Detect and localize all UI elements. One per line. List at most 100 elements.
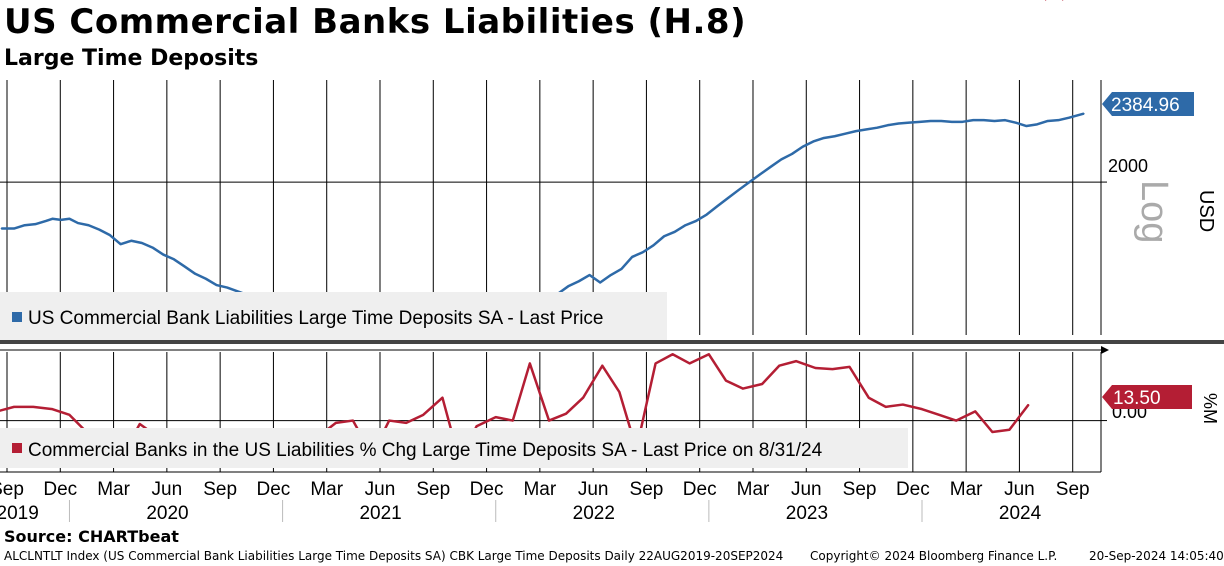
bottom-series-point xyxy=(475,425,478,427)
bottom-series-point xyxy=(1008,429,1011,431)
top-series-point xyxy=(1025,125,1028,127)
x-month-label: Jun xyxy=(791,479,822,500)
top-series-point xyxy=(1083,112,1085,115)
bottom-series-point xyxy=(778,365,780,367)
bottom-series-point xyxy=(708,353,710,355)
bottom-legend-box xyxy=(0,428,908,468)
top-series-point xyxy=(897,122,900,125)
x-month-label: Jun xyxy=(365,479,396,500)
x-year-label: 2019 xyxy=(0,503,39,524)
top-series-point xyxy=(834,135,836,137)
x-year-label: 2022 xyxy=(573,503,615,524)
bottom-unit-label: %M xyxy=(1200,393,1220,424)
top-series-point xyxy=(812,140,814,143)
bottom-series-point xyxy=(938,414,940,416)
x-month-label: Dec xyxy=(257,479,291,500)
x-month-label: Dec xyxy=(470,479,504,500)
bottom-series-point xyxy=(848,366,851,368)
top-series-point xyxy=(1015,122,1017,124)
bottom-legend-text: Commercial Banks in the US Liabilities %… xyxy=(28,440,823,461)
top-series-point xyxy=(748,181,750,183)
top-series-point xyxy=(120,243,122,245)
x-year-label: 2020 xyxy=(146,503,188,524)
bottom-axis-arrow xyxy=(1101,346,1109,354)
top-series-point xyxy=(151,247,154,249)
footer-ticker: ALCLNTLT Index (US Commercial Bank Liabi… xyxy=(4,549,784,563)
top-series-point xyxy=(802,146,804,148)
chart-subtitle: Large Time Deposits xyxy=(4,46,259,71)
bottom-series-point xyxy=(565,413,567,415)
top-series-point xyxy=(588,274,591,276)
top-legend-text: US Commercial Bank Liabilities Large Tim… xyxy=(28,308,604,329)
top-series-point xyxy=(183,265,186,268)
footer-timestamp: 20-Sep-2024 14:05:40 xyxy=(1089,549,1224,563)
bottom-series-point xyxy=(388,419,390,422)
top-series-point xyxy=(865,128,868,130)
top-series-point xyxy=(1036,123,1038,125)
bottom-series-point xyxy=(352,419,354,422)
top-series-point xyxy=(940,120,942,122)
top-legend-box xyxy=(0,292,667,340)
bottom-last-value-badge xyxy=(1102,385,1192,409)
top-series-point xyxy=(141,242,143,244)
top-series-point xyxy=(215,284,218,286)
top-series-point xyxy=(716,205,718,207)
top-series-point xyxy=(642,251,644,253)
bottom-series-point xyxy=(139,423,141,425)
bottom-series-point xyxy=(582,397,584,399)
x-year-label: 2021 xyxy=(359,503,401,524)
bottom-series-point xyxy=(902,403,904,406)
top-series-point xyxy=(45,220,47,222)
top-series-point xyxy=(1004,119,1006,121)
top-series-point xyxy=(620,268,623,270)
log-scale-label: Log xyxy=(1133,180,1175,243)
top-series-point xyxy=(993,120,996,122)
x-month-label: Jun xyxy=(1004,479,1035,500)
top-unit-label: USD xyxy=(1195,190,1217,232)
top-series-point xyxy=(983,119,985,121)
top-series-point xyxy=(77,222,79,224)
top-series-point xyxy=(1068,117,1070,119)
bottom-series-point xyxy=(921,408,923,410)
top-series-point xyxy=(961,121,964,123)
top-series-point xyxy=(706,213,708,216)
top-series-point xyxy=(599,281,601,284)
x-month-label: Sep xyxy=(0,479,24,500)
bottom-series-point xyxy=(795,360,797,362)
top-series-point xyxy=(98,229,100,231)
top-series-point xyxy=(194,273,196,275)
top-series-point xyxy=(791,153,793,155)
bottom-series-point xyxy=(831,368,834,370)
top-series-point xyxy=(908,122,910,124)
top-series-point xyxy=(567,285,569,287)
top-legend-swatch xyxy=(12,312,22,322)
bottom-series-point xyxy=(974,410,976,413)
top-series-point xyxy=(652,244,655,246)
bottom-series-point xyxy=(991,431,993,433)
bottom-series-point xyxy=(814,367,817,369)
top-series-point xyxy=(727,197,729,199)
bottom-series-point xyxy=(742,387,744,390)
top-series-point xyxy=(929,120,932,122)
bottom-series-point xyxy=(548,419,550,422)
top-series-point xyxy=(951,121,953,123)
x-month-label: Sep xyxy=(1056,479,1090,500)
bottom-series-point xyxy=(495,416,497,418)
top-series-line xyxy=(1,112,1085,321)
top-series-point xyxy=(13,227,15,230)
x-month-label: Dec xyxy=(896,479,930,500)
bottom-series-point xyxy=(618,391,620,393)
top-series-point xyxy=(205,278,207,280)
chart-title: US Commercial Banks Liabilities (H.8) xyxy=(4,2,747,42)
x-month-label: Jun xyxy=(152,479,183,500)
top-last-value-text: 2384.96 xyxy=(1111,95,1180,116)
bottom-series-point xyxy=(13,406,15,408)
bottom-series-point xyxy=(672,353,674,355)
top-series-point xyxy=(1057,119,1060,121)
top-series-point xyxy=(0,227,2,230)
top-series-point xyxy=(663,235,665,237)
top-series-point xyxy=(738,189,740,191)
top-series-point xyxy=(674,231,676,233)
top-series-point xyxy=(684,224,687,226)
x-month-label: Sep xyxy=(843,479,877,500)
